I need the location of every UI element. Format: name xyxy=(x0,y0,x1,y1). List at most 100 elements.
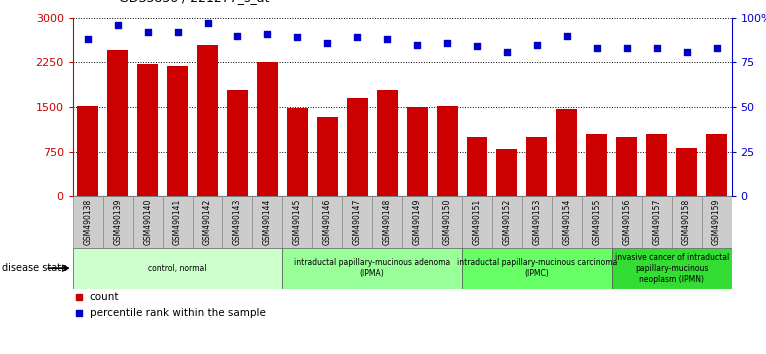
Bar xyxy=(642,196,672,248)
Bar xyxy=(253,196,283,248)
Bar xyxy=(103,196,133,248)
Text: disease state: disease state xyxy=(2,263,67,273)
Bar xyxy=(612,196,642,248)
Text: GSM490150: GSM490150 xyxy=(443,199,452,245)
Point xyxy=(501,49,513,55)
Point xyxy=(531,42,543,47)
Bar xyxy=(73,196,103,248)
Text: intraductal papillary-mucinous adenoma
(IPMA): intraductal papillary-mucinous adenoma (… xyxy=(294,258,450,278)
Text: GSM490143: GSM490143 xyxy=(233,199,242,245)
Text: GSM490140: GSM490140 xyxy=(143,199,152,245)
Bar xyxy=(377,90,398,196)
Bar xyxy=(167,66,188,196)
Text: GSM490157: GSM490157 xyxy=(652,199,661,245)
Text: GSM490141: GSM490141 xyxy=(173,199,182,245)
Bar xyxy=(137,64,158,196)
Bar xyxy=(466,137,487,196)
Bar xyxy=(676,148,697,196)
Bar xyxy=(257,62,278,196)
Bar xyxy=(287,108,308,196)
Point xyxy=(351,35,363,40)
Point xyxy=(620,45,633,51)
Point xyxy=(73,310,85,316)
Bar xyxy=(222,196,253,248)
Text: control, normal: control, normal xyxy=(149,264,207,273)
Text: GSM490158: GSM490158 xyxy=(682,199,691,245)
Text: GSM490155: GSM490155 xyxy=(592,199,601,245)
Bar xyxy=(462,196,492,248)
Point xyxy=(561,33,573,39)
Point xyxy=(680,49,692,55)
Text: count: count xyxy=(90,292,119,302)
Text: GSM490154: GSM490154 xyxy=(562,199,571,245)
Point xyxy=(261,31,273,36)
Bar xyxy=(616,137,637,196)
Bar xyxy=(342,196,372,248)
Bar xyxy=(283,248,462,289)
Text: percentile rank within the sample: percentile rank within the sample xyxy=(90,308,266,318)
Bar xyxy=(283,196,313,248)
Text: GSM490147: GSM490147 xyxy=(352,199,362,245)
Text: GSM490149: GSM490149 xyxy=(413,199,421,245)
Text: GSM490138: GSM490138 xyxy=(83,199,92,245)
Bar xyxy=(317,117,338,196)
Text: GSM490139: GSM490139 xyxy=(113,199,123,245)
Point xyxy=(471,44,483,49)
Point xyxy=(650,45,663,51)
Bar xyxy=(197,45,218,196)
Bar xyxy=(552,196,582,248)
Bar xyxy=(522,196,552,248)
Point xyxy=(321,40,333,46)
Bar xyxy=(437,106,457,196)
Bar xyxy=(107,51,128,196)
Bar xyxy=(556,109,578,196)
Text: GSM490146: GSM490146 xyxy=(322,199,332,245)
Bar xyxy=(407,107,427,196)
Point xyxy=(591,45,603,51)
Text: invasive cancer of intraductal
papillary-mucinous
neoplasm (IPMN): invasive cancer of intraductal papillary… xyxy=(614,252,728,284)
Text: GSM490144: GSM490144 xyxy=(263,199,272,245)
Bar xyxy=(133,196,162,248)
Point xyxy=(142,29,154,35)
Text: GSM490148: GSM490148 xyxy=(383,199,391,245)
Point xyxy=(291,35,303,40)
Point xyxy=(441,40,453,46)
Bar xyxy=(313,196,342,248)
Point xyxy=(73,295,85,300)
Bar xyxy=(227,90,248,196)
Point xyxy=(172,29,184,35)
Bar xyxy=(432,196,462,248)
Point xyxy=(112,22,124,28)
Bar xyxy=(647,134,667,196)
Point xyxy=(710,45,722,51)
Bar xyxy=(347,98,368,196)
Text: GSM490156: GSM490156 xyxy=(622,199,631,245)
Text: GSM490142: GSM490142 xyxy=(203,199,212,245)
Text: GSM490153: GSM490153 xyxy=(532,199,542,245)
Bar xyxy=(702,196,732,248)
Point xyxy=(381,36,393,42)
Point xyxy=(411,42,424,47)
Text: GSM490151: GSM490151 xyxy=(473,199,482,245)
Bar xyxy=(402,196,432,248)
Bar xyxy=(372,196,402,248)
Text: intraductal papillary-mucinous carcinoma
(IPMC): intraductal papillary-mucinous carcinoma… xyxy=(457,258,617,278)
Bar xyxy=(582,196,612,248)
Bar xyxy=(672,196,702,248)
Text: GSM490159: GSM490159 xyxy=(712,199,721,245)
Bar xyxy=(462,248,612,289)
Text: GSM490145: GSM490145 xyxy=(293,199,302,245)
Bar xyxy=(496,149,518,196)
Text: GSM490152: GSM490152 xyxy=(502,199,512,245)
Bar xyxy=(612,248,732,289)
Bar xyxy=(492,196,522,248)
Point xyxy=(231,33,244,39)
Bar xyxy=(77,106,98,196)
Bar xyxy=(706,135,727,196)
Bar xyxy=(586,135,607,196)
Bar xyxy=(192,196,222,248)
Point xyxy=(82,36,94,42)
Bar xyxy=(162,196,192,248)
Bar xyxy=(73,248,283,289)
Bar xyxy=(526,137,548,196)
